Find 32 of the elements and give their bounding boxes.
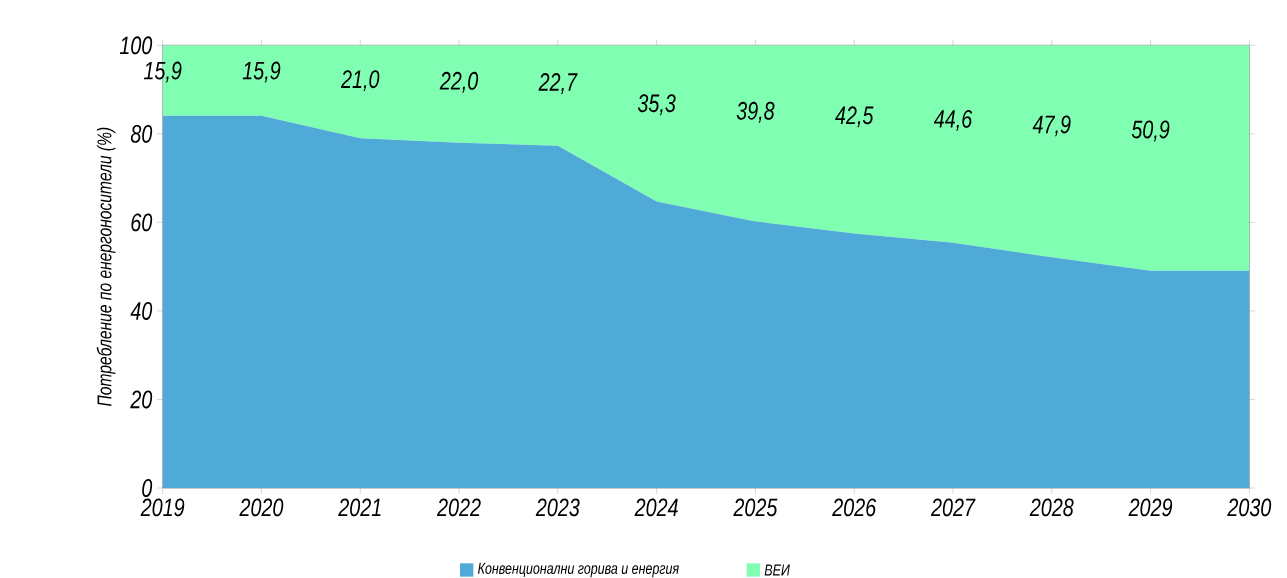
y-tick-label: 80 (130, 124, 153, 143)
y-tick-label: 60 (131, 213, 153, 232)
data-label: 21,0 (340, 70, 380, 92)
data-label: 42,5 (835, 106, 874, 128)
x-tick-label: 2027 (930, 498, 976, 517)
data-label: 44,6 (933, 109, 973, 131)
x-tick-label: 2019 (140, 498, 185, 517)
x-tick-label: 2029 (1128, 498, 1173, 517)
data-label: 47,9 (1032, 115, 1071, 137)
data-label: 35,3 (637, 94, 676, 116)
data-label: 15,9 (143, 61, 182, 83)
y-axis-title: Потребление по енергоносители (%) (96, 127, 116, 407)
data-label: 22,0 (439, 71, 479, 93)
x-tick-label: 2028 (1029, 498, 1074, 517)
data-label: 50,9 (1131, 120, 1170, 142)
y-tick-label: 20 (130, 390, 153, 409)
x-tick-label: 2026 (832, 498, 877, 517)
x-tick-label: 2022 (436, 498, 481, 517)
y-tick-label: 0 (142, 479, 153, 497)
x-tick-label: 2023 (535, 498, 580, 517)
data-label: 15,9 (242, 61, 281, 83)
x-tick-label: 2020 (239, 498, 284, 517)
y-tick-label: 40 (130, 301, 153, 320)
x-tick-label: 2030 (1227, 498, 1272, 517)
y-tick-label: 100 (119, 36, 153, 55)
x-tick-label: 2025 (733, 498, 778, 517)
x-tick-label: 2024 (634, 498, 678, 517)
data-label: 22,7 (538, 73, 578, 94)
legend-label: Конвенционални горива и енергия (477, 562, 679, 578)
data-label: 39,8 (736, 101, 775, 123)
legend-label: ВЕИ (764, 564, 790, 576)
x-tick-label: 2021 (338, 498, 381, 517)
